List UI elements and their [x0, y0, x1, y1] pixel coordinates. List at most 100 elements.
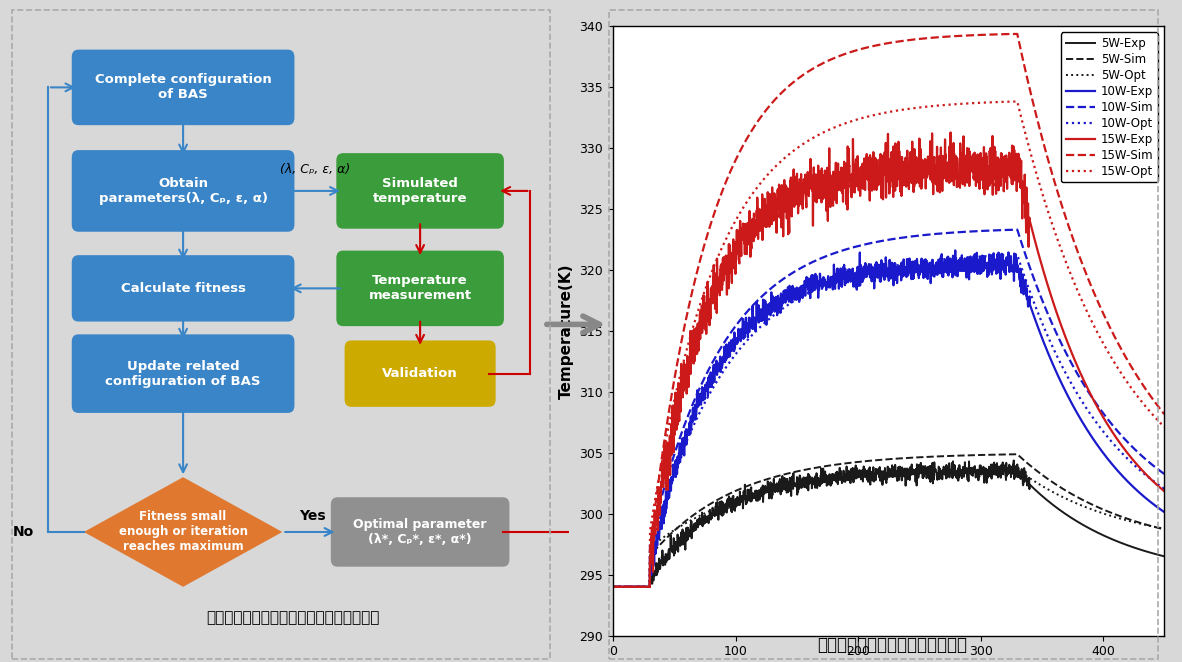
5W-Sim [606, 583, 621, 591]
10W-Exp [1142, 496, 1156, 504]
Text: 采用天牛须算法进行熔石英热参数逆向识别: 采用天牛须算法进行熔石英热参数逆向识别 [207, 610, 381, 625]
10W-Exp [948, 246, 962, 254]
5W-Exp [1007, 457, 1021, 465]
15W-Exp [943, 128, 957, 136]
15W-Exp [1040, 280, 1054, 288]
15W-Sim [1040, 153, 1054, 161]
15W-Sim [1142, 389, 1156, 397]
10W-Opt [1141, 473, 1155, 481]
15W-Opt [859, 113, 873, 121]
10W-Opt [873, 264, 888, 272]
5W-Opt [1141, 522, 1155, 530]
FancyBboxPatch shape [72, 50, 294, 125]
Text: (λ, Cₚ, ε, α): (λ, Cₚ, ε, α) [280, 163, 351, 175]
Y-axis label: Temperature(K): Temperature(K) [559, 263, 574, 399]
10W-Sim [1040, 308, 1054, 316]
Text: Obtain
parameters(λ, Cₚ, ε, α): Obtain parameters(λ, Cₚ, ε, α) [98, 177, 267, 205]
15W-Exp [606, 583, 621, 591]
5W-Sim [1040, 475, 1054, 483]
5W-Sim [1142, 522, 1156, 530]
5W-Opt [1157, 525, 1171, 533]
FancyBboxPatch shape [337, 153, 504, 228]
15W-Opt [873, 109, 888, 117]
10W-Exp [873, 275, 888, 283]
15W-Sim [606, 583, 621, 591]
5W-Opt [1040, 485, 1054, 493]
Polygon shape [84, 477, 282, 587]
Line: 15W-Opt: 15W-Opt [613, 101, 1164, 587]
15W-Exp [1142, 473, 1156, 481]
15W-Exp [1157, 487, 1171, 495]
Text: Optimal parameter
(λ*, Cₚ*, ε*, α*): Optimal parameter (λ*, Cₚ*, ε*, α*) [353, 518, 487, 546]
15W-Exp [873, 181, 888, 189]
10W-Sim [606, 583, 621, 591]
5W-Sim [1009, 450, 1024, 458]
Text: Update related
configuration of BAS: Update related configuration of BAS [105, 359, 261, 388]
FancyBboxPatch shape [72, 255, 294, 322]
15W-Opt [1141, 406, 1155, 414]
5W-Sim [1141, 521, 1155, 529]
10W-Sim [1141, 457, 1155, 465]
10W-Opt [634, 583, 648, 591]
15W-Opt [1040, 205, 1054, 213]
FancyBboxPatch shape [331, 497, 509, 567]
15W-Exp [634, 583, 648, 591]
15W-Opt [606, 583, 621, 591]
Line: 10W-Opt: 10W-Opt [613, 255, 1164, 587]
10W-Sim [1157, 470, 1171, 478]
10W-Opt [1157, 485, 1171, 493]
Text: Calculate fitness: Calculate fitness [121, 282, 246, 295]
Text: No: No [13, 525, 34, 539]
10W-Opt [859, 267, 873, 275]
5W-Exp [1141, 548, 1155, 556]
Line: 10W-Sim: 10W-Sim [613, 230, 1164, 587]
15W-Exp [1141, 473, 1155, 481]
Legend: 5W-Exp, 5W-Sim, 5W-Opt, 10W-Exp, 10W-Sim, 10W-Opt, 15W-Exp, 15W-Sim, 15W-Opt: 5W-Exp, 5W-Sim, 5W-Opt, 10W-Exp, 10W-Sim… [1061, 32, 1158, 183]
10W-Sim [634, 583, 648, 591]
10W-Sim [859, 240, 873, 248]
10W-Opt [1142, 473, 1156, 481]
15W-Sim [634, 583, 648, 591]
10W-Sim [1142, 458, 1156, 466]
10W-Opt [1009, 251, 1024, 259]
5W-Opt [634, 583, 648, 591]
5W-Exp [873, 467, 888, 475]
5W-Opt [873, 471, 888, 479]
10W-Exp [634, 583, 648, 591]
Text: Complete configuration
of BAS: Complete configuration of BAS [95, 73, 272, 101]
FancyBboxPatch shape [72, 150, 294, 232]
10W-Exp [1040, 348, 1054, 355]
Text: Simulated
temperature: Simulated temperature [372, 177, 467, 205]
5W-Sim [859, 457, 873, 465]
15W-Sim [1141, 389, 1155, 397]
15W-Opt [1157, 423, 1171, 431]
5W-Exp [859, 471, 873, 479]
10W-Exp [1157, 508, 1171, 516]
15W-Opt [1142, 406, 1156, 414]
5W-Opt [606, 583, 621, 591]
Line: 15W-Sim: 15W-Sim [613, 34, 1164, 587]
15W-Sim [859, 44, 873, 52]
Line: 5W-Exp: 5W-Exp [613, 461, 1164, 587]
FancyBboxPatch shape [72, 334, 294, 413]
5W-Exp [1040, 496, 1054, 504]
5W-Opt [1009, 465, 1024, 473]
5W-Exp [606, 583, 621, 591]
Line: 10W-Exp: 10W-Exp [613, 250, 1164, 587]
15W-Sim [1009, 30, 1024, 38]
5W-Exp [1157, 552, 1171, 560]
Text: Fitness small
enough or iteration
reaches maximum: Fitness small enough or iteration reache… [118, 510, 247, 553]
5W-Exp [634, 583, 648, 591]
Text: Validation: Validation [382, 367, 457, 380]
Line: 5W-Sim: 5W-Sim [613, 454, 1164, 587]
10W-Sim [1009, 226, 1024, 234]
15W-Opt [634, 583, 648, 591]
10W-Sim [873, 237, 888, 245]
5W-Exp [1142, 548, 1156, 556]
15W-Sim [873, 40, 888, 48]
10W-Exp [1141, 496, 1155, 504]
5W-Opt [859, 472, 873, 480]
15W-Sim [1157, 410, 1171, 418]
10W-Exp [606, 583, 621, 591]
Text: 工件表面仿真温度和实验温度对比: 工件表面仿真温度和实验温度对比 [818, 636, 967, 655]
